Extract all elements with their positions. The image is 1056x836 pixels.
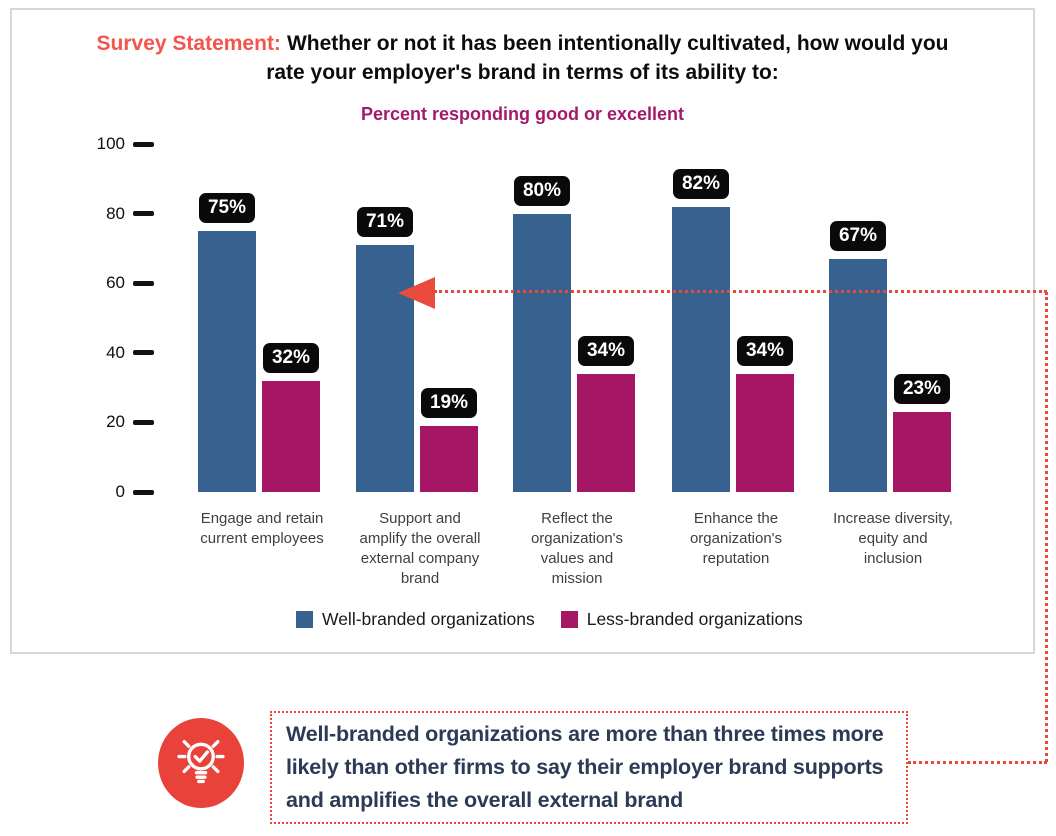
bar-less-branded <box>420 425 478 492</box>
y-axis-tick-label: 0 <box>115 482 125 501</box>
survey-statement-title: Survey Statement: Whether or not it has b… <box>87 29 959 87</box>
y-axis-tick <box>133 141 154 147</box>
bar-well-branded <box>672 206 730 492</box>
bar-value-label: 34% <box>578 335 634 366</box>
legend-label: Well-branded organizations <box>322 609 535 629</box>
legend-item: Well-branded organizations <box>296 609 535 630</box>
category-label: Increase diversity, equity and inclusion <box>833 510 953 567</box>
bar-value-label: 34% <box>737 335 793 366</box>
y-axis-tick-label: 40 <box>106 342 125 362</box>
bar-well-branded <box>513 213 571 492</box>
arrow-left-icon <box>398 277 435 309</box>
bar-value-label: 80% <box>514 175 570 206</box>
y-axis-tick <box>133 489 154 495</box>
y-axis-tick-label: 20 <box>106 412 125 432</box>
bar-well-branded <box>829 258 887 492</box>
chart-legend: Well-branded organizations Less-branded o… <box>296 609 803 630</box>
category-label: Engage and retain current employees <box>200 510 324 547</box>
callout-text: Well-branded organizations are more than… <box>286 722 884 812</box>
y-axis-tick <box>133 419 154 425</box>
bar-value-label: 82% <box>673 168 729 199</box>
y-axis-tick-label: 60 <box>106 273 125 293</box>
lightbulb-icon <box>158 718 244 808</box>
survey-statement-label: Survey Statement: <box>96 32 281 55</box>
bar-value-label: 75% <box>199 193 255 223</box>
bar-less-branded <box>577 373 635 492</box>
y-axis-tick <box>133 350 154 356</box>
legend-swatch <box>560 611 578 628</box>
y-axis-tick-label: 100 <box>96 134 125 153</box>
category-label: Reflect the organization's values and mi… <box>530 510 624 587</box>
bar-value-label: 32% <box>263 342 319 373</box>
legend-label: Less-branded organizations <box>586 609 803 629</box>
y-axis-tick <box>133 280 154 286</box>
legend-swatch <box>296 611 313 628</box>
chart-subtitle: Percent responding good or excellent <box>360 104 685 124</box>
category-label: Support and amplify the overall external… <box>359 510 481 587</box>
bar-value-label: 23% <box>894 373 950 404</box>
callout-connector-line-top <box>434 290 1047 293</box>
callout-box: Well-branded organizations are more than… <box>270 711 908 824</box>
bar-less-branded <box>893 411 951 492</box>
bar-value-label: 71% <box>357 206 413 237</box>
y-axis-tick <box>133 211 154 217</box>
chart-header: Survey Statement: Whether or not it has b… <box>12 10 1033 125</box>
bar-less-branded <box>736 373 794 492</box>
bar-less-branded <box>262 380 320 492</box>
category-label: Enhance the organization's reputation <box>689 510 783 567</box>
legend-item: Less-branded organizations <box>560 609 803 630</box>
callout-connector-line-bottom <box>908 761 1047 764</box>
bar-value-label: 19% <box>421 387 477 418</box>
survey-statement-text: Whether or not it has been intentionally… <box>266 32 949 84</box>
bar-well-branded <box>198 231 256 492</box>
bar-value-label: 67% <box>830 220 886 251</box>
callout-connector-line-vertical <box>1045 292 1048 762</box>
y-axis-tick-label: 80 <box>106 203 125 223</box>
